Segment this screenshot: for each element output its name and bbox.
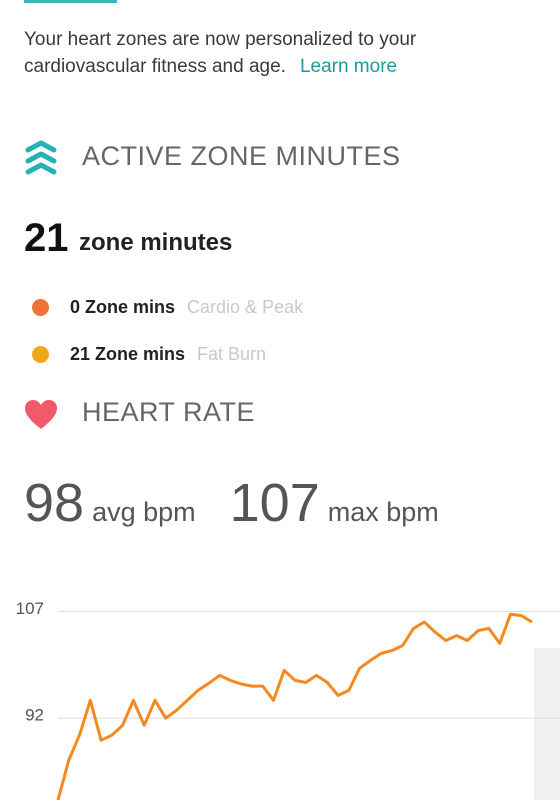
zone-item: 0 Zone mins Cardio & Peak (32, 294, 303, 320)
zone-value: 21 Zone mins (70, 343, 186, 364)
zone-label: Cardio & Peak (187, 296, 304, 317)
max-value: 107 (229, 473, 320, 533)
y-tick-label: 92 (25, 706, 44, 725)
banner: Your heart zones are now personalized to… (24, 26, 534, 80)
learn-more-link[interactable]: Learn more (299, 56, 398, 77)
section-heading: HEART RATE (82, 397, 256, 427)
zone-total: 21 (24, 216, 69, 260)
max-unit: max bpm (327, 497, 439, 527)
avg-unit: avg bpm (92, 497, 196, 527)
zone-unit: zone minutes (79, 229, 233, 256)
hr-stats: 98 avg bpm 107 max bpm (24, 472, 439, 534)
zone-value: 0 Zone mins (70, 296, 176, 317)
zone-dot (32, 298, 49, 316)
y-tick-label: 107 (16, 599, 44, 618)
zone-label: Fat Burn (197, 343, 267, 364)
tab-indicator (24, 0, 117, 3)
heart-rate-line (56, 612, 533, 800)
heart-icon (25, 400, 57, 429)
zone-item: 21 Zone mins Fat Burn (32, 341, 266, 367)
zone-dot (32, 345, 49, 363)
avg-value: 98 (24, 473, 85, 533)
zone-icon (25, 140, 57, 175)
section-heading: ACTIVE ZONE MINUTES (82, 141, 401, 171)
scroll-panel (534, 648, 560, 800)
banner-text: Your heart zones are now personalized to… (24, 29, 417, 77)
